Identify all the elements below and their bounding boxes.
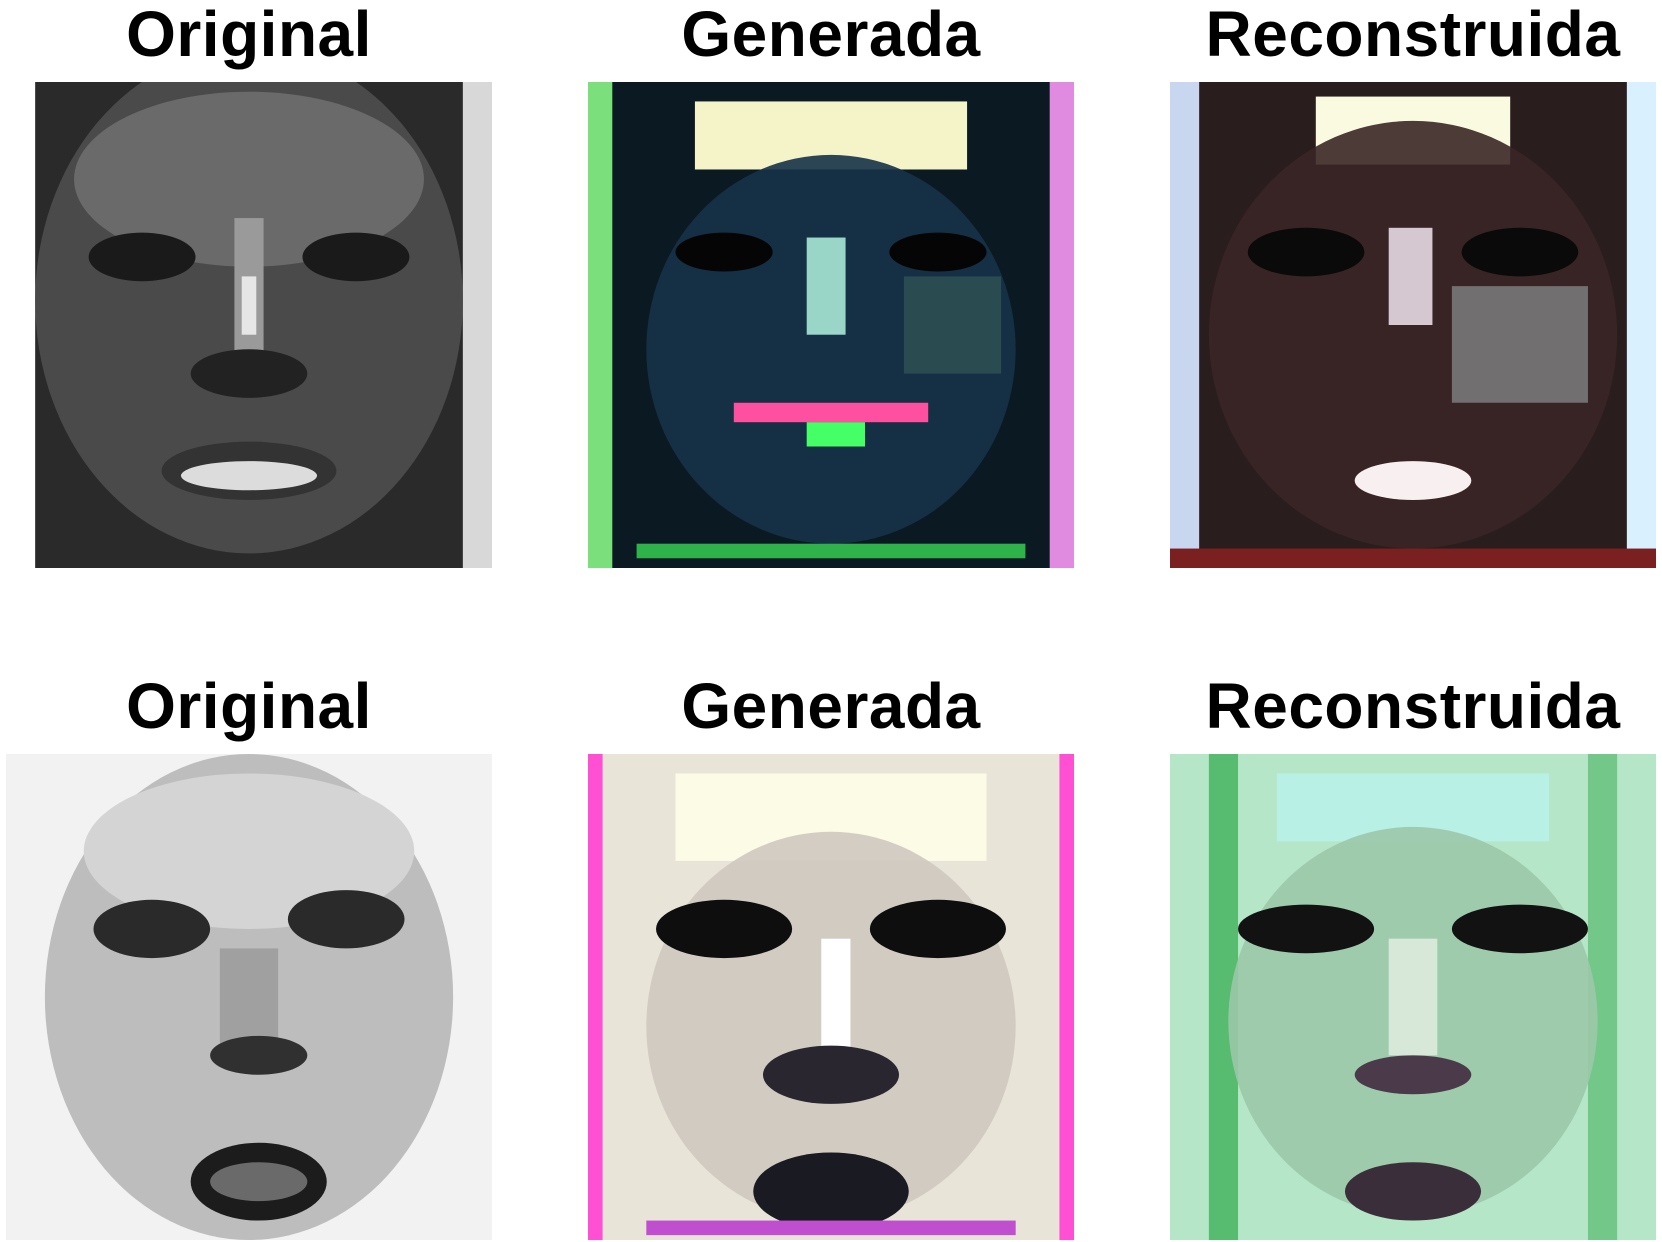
face-image-reconstructed [1170,754,1656,1240]
face-image-original [6,754,492,1240]
face-image-generated [588,754,1074,1240]
face-image-generated [588,82,1074,568]
panel-title: Original [126,0,372,70]
panel-generada-2: Generada [588,672,1074,1242]
panel-original-2: Original [6,672,492,1242]
face-image-original [6,82,492,568]
panel-original-1: Original [6,0,492,570]
panel-title: Reconstruida [1205,0,1621,70]
panel-title: Reconstruida [1205,670,1621,742]
panel-title: Original [126,670,372,742]
panel-generada-1: Generada [588,0,1074,570]
panel-reconstruida-1: Reconstruida [1170,0,1656,570]
panel-title: Generada [681,0,981,70]
face-image-reconstructed [1170,82,1656,568]
panel-reconstruida-2: Reconstruida [1170,672,1656,1242]
panel-title: Generada [681,670,981,742]
